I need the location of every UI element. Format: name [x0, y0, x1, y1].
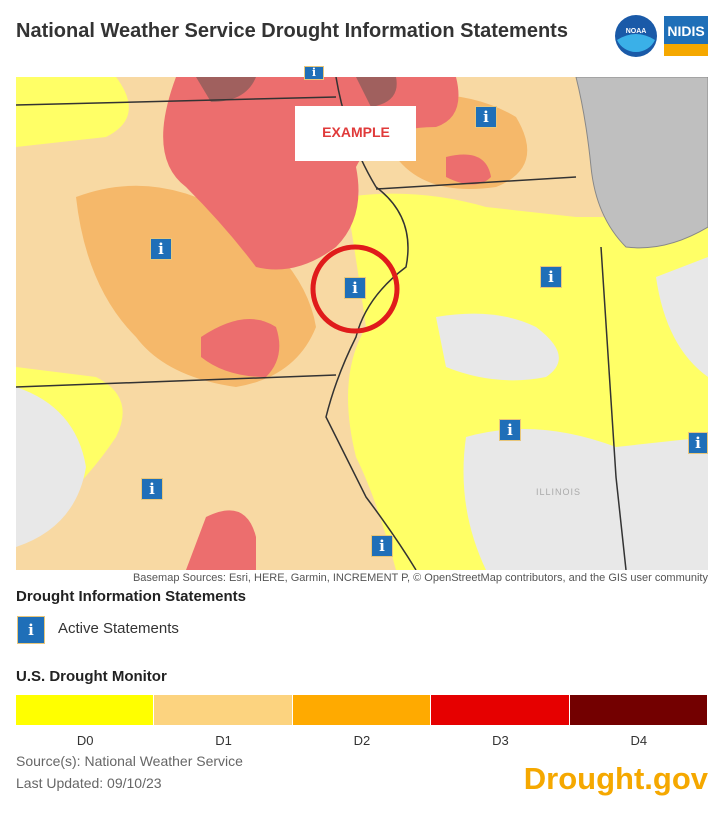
d3-area: [186, 510, 256, 570]
statement-icon[interactable]: i: [540, 266, 562, 288]
brand: Drought.gov: [523, 761, 708, 796]
no-drought: [463, 429, 708, 570]
legend-icon: i: [17, 616, 45, 644]
no-drought: [656, 257, 708, 377]
legend-heading: U.S. Drought Monitor: [16, 668, 167, 685]
example-box: [295, 106, 416, 161]
statement-icon[interactable]: i: [475, 106, 497, 128]
logos: NOAA NIDIS: [615, 15, 708, 57]
nidis-band: [664, 44, 708, 56]
scale-label: D1: [215, 733, 232, 748]
no-drought: [436, 313, 559, 381]
state-label: ILLINOIS: [536, 487, 581, 497]
map: ILLINOIS EXAMPLE: [16, 77, 708, 570]
statement-icon[interactable]: i: [688, 432, 708, 454]
noaa-wave: [617, 34, 655, 53]
no-drought: [16, 387, 86, 547]
scale-label: D3: [492, 733, 509, 748]
state-borders: [16, 77, 627, 570]
d4-area: [196, 77, 256, 102]
d3-area: [446, 154, 491, 185]
scale-label: D4: [630, 733, 648, 748]
page-title: National Weather Service Drought Informa…: [16, 20, 568, 42]
highlight-circle: [310, 244, 400, 334]
nidis-text: NIDIS: [667, 23, 704, 39]
scale-label: D0: [76, 733, 94, 748]
d0-area: [16, 77, 129, 147]
scale-swatch: [292, 695, 432, 725]
example-label: EXAMPLE: [322, 124, 390, 140]
legend-item: Active Statements: [58, 620, 179, 637]
scale-swatch: [154, 695, 293, 725]
source: Source(s): National Weather Service: [16, 753, 243, 769]
d4-area: [356, 77, 397, 107]
statement-icon[interactable]: i: [150, 238, 172, 260]
statement-icon[interactable]: i: [499, 419, 521, 441]
noaa-text: NOAA: [626, 28, 647, 35]
scale-swatch: [431, 695, 570, 725]
statement-icon[interactable]: i: [344, 277, 366, 299]
scale-swatch: [569, 695, 708, 725]
last-updated: Last Updated: 09/10/23: [16, 775, 162, 791]
scale-label: D2: [353, 733, 371, 748]
d3-area: [201, 319, 280, 377]
statement-icon[interactable]: i: [371, 535, 393, 557]
legend-heading: Drought Information Statements: [16, 588, 247, 605]
map-attribution: Basemap Sources: Esri, HERE, Garmin, INC…: [132, 572, 708, 584]
statement-icon[interactable]: i: [141, 478, 163, 500]
drought-scale: D0 D1 D2 D3 D4: [16, 695, 708, 755]
lake-michigan: [575, 77, 708, 249]
statement-icon[interactable]: i: [304, 66, 324, 80]
scale-swatch: [16, 695, 155, 725]
